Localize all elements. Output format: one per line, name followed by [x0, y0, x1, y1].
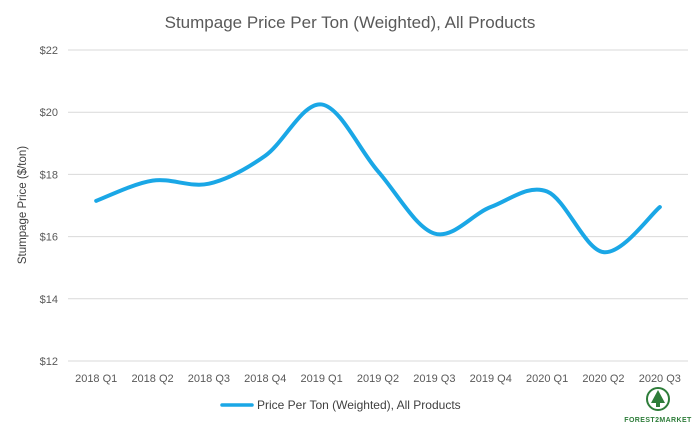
y-tick-label: $14 — [40, 294, 58, 306]
gridlines — [68, 49, 688, 362]
x-tick-label: 2020 Q3 — [639, 373, 681, 385]
y-tick-label: $12 — [40, 356, 58, 368]
y-tick-label: $20 — [40, 107, 58, 119]
y-tick-label: $16 — [40, 232, 58, 244]
y-tick-label: $18 — [40, 169, 58, 181]
logo-brand-text: FOREST2MARKET — [624, 417, 692, 424]
x-tick-label: 2018 Q2 — [131, 373, 173, 385]
y-tick-label: $22 — [40, 45, 58, 57]
series-line — [94, 102, 662, 255]
x-tick-label: 2018 Q3 — [188, 373, 230, 385]
x-tick-label: 2019 Q4 — [470, 373, 512, 385]
x-tick-label: 2019 Q1 — [301, 373, 343, 385]
legend-label: Price Per Ton (Weighted), All Products — [257, 398, 461, 412]
series-lines — [94, 102, 662, 255]
x-tick-label: 2018 Q1 — [75, 373, 117, 385]
y-tick-labels: $12 $14 $16 $18 $20 $22 — [40, 45, 58, 368]
x-tick-label: 2019 Q2 — [357, 373, 399, 385]
legend: Price Per Ton (Weighted), All Products — [220, 398, 461, 412]
chart-title: Stumpage Price Per Ton (Weighted), All P… — [165, 13, 536, 32]
x-tick-labels: 2018 Q1 2018 Q2 2018 Q3 2018 Q4 2019 Q1 2019 … — [75, 373, 681, 385]
x-tick-label: 2018 Q4 — [244, 373, 286, 385]
logo-circle-icon — [646, 387, 670, 411]
x-tick-label: 2020 Q2 — [582, 373, 624, 385]
x-tick-label: 2019 Q3 — [413, 373, 455, 385]
x-tick-label: 2020 Q1 — [526, 373, 568, 385]
forest2market-logo: FOREST2MARKET — [624, 387, 692, 424]
y-axis-label: Stumpage Price ($/ton) — [17, 146, 29, 264]
tree-icon — [651, 390, 665, 407]
